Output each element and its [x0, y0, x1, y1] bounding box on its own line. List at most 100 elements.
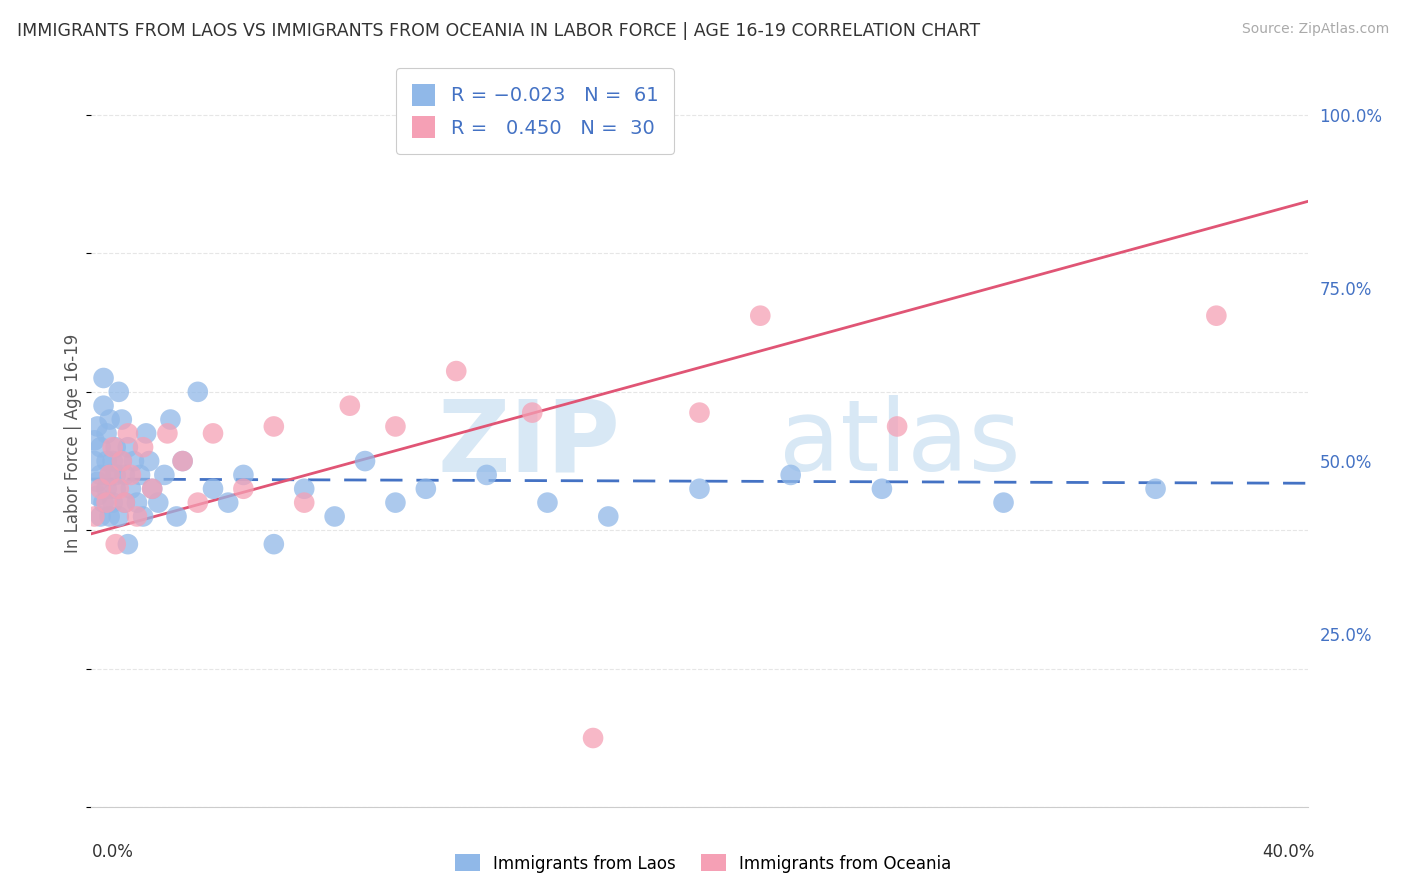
- Point: [582, 731, 605, 745]
- Text: atlas: atlas: [779, 395, 1021, 492]
- Point: [117, 537, 139, 551]
- Point: [89, 467, 111, 482]
- Point: [86, 419, 108, 434]
- Text: Source: ZipAtlas.com: Source: ZipAtlas.com: [1241, 22, 1389, 37]
- Point: [536, 495, 558, 509]
- Point: [111, 454, 134, 468]
- Point: [122, 454, 145, 468]
- Point: [104, 537, 127, 551]
- Point: [114, 467, 136, 482]
- Point: [159, 412, 181, 426]
- Point: [83, 434, 105, 448]
- Point: [96, 454, 118, 468]
- Point: [125, 509, 148, 524]
- Point: [101, 440, 124, 454]
- Point: [292, 495, 315, 509]
- Point: [138, 454, 160, 468]
- Point: [98, 509, 121, 524]
- Point: [187, 495, 209, 509]
- Point: [93, 371, 115, 385]
- Text: IMMIGRANTS FROM LAOS VS IMMIGRANTS FROM OCEANIA IN LABOR FORCE | AGE 16-19 CORRE: IMMIGRANTS FROM LAOS VS IMMIGRANTS FROM …: [17, 22, 980, 40]
- Legend: Immigrants from Laos, Immigrants from Oceania: Immigrants from Laos, Immigrants from Oc…: [449, 847, 957, 880]
- Point: [120, 467, 142, 482]
- Point: [339, 399, 361, 413]
- Point: [83, 454, 105, 468]
- Point: [135, 426, 157, 441]
- Point: [153, 467, 176, 482]
- Point: [89, 509, 111, 524]
- Point: [1205, 309, 1227, 323]
- Point: [93, 495, 115, 509]
- Text: 0.0%: 0.0%: [91, 843, 134, 861]
- Y-axis label: In Labor Force | Age 16-19: In Labor Force | Age 16-19: [63, 334, 82, 553]
- Point: [688, 482, 710, 496]
- Point: [132, 509, 155, 524]
- Point: [101, 495, 124, 509]
- Point: [98, 467, 121, 482]
- Point: [292, 482, 315, 496]
- Point: [101, 454, 124, 468]
- Point: [93, 399, 115, 413]
- Point: [779, 467, 801, 482]
- Point: [104, 482, 127, 496]
- Point: [117, 426, 139, 441]
- Point: [96, 426, 118, 441]
- Point: [98, 412, 121, 426]
- Point: [384, 419, 406, 434]
- Point: [688, 406, 710, 420]
- Point: [114, 495, 136, 509]
- Point: [86, 489, 108, 503]
- Point: [120, 482, 142, 496]
- Point: [232, 482, 254, 496]
- Point: [104, 440, 127, 454]
- Point: [129, 467, 152, 482]
- Point: [132, 440, 155, 454]
- Point: [886, 419, 908, 434]
- Point: [141, 482, 163, 496]
- Point: [89, 440, 111, 454]
- Point: [415, 482, 437, 496]
- Point: [263, 419, 285, 434]
- Point: [598, 509, 620, 524]
- Point: [83, 509, 105, 524]
- Point: [156, 426, 179, 441]
- Point: [141, 482, 163, 496]
- Point: [166, 509, 188, 524]
- Point: [125, 495, 148, 509]
- Text: ZIP: ZIP: [437, 395, 620, 492]
- Point: [107, 482, 129, 496]
- Point: [111, 454, 134, 468]
- Point: [96, 495, 118, 509]
- Point: [444, 364, 467, 378]
- Point: [98, 467, 121, 482]
- Point: [263, 537, 285, 551]
- Point: [870, 482, 893, 496]
- Point: [117, 440, 139, 454]
- Point: [749, 309, 772, 323]
- Point: [172, 454, 194, 468]
- Point: [96, 482, 118, 496]
- Point: [522, 406, 544, 420]
- Point: [217, 495, 239, 509]
- Point: [475, 467, 498, 482]
- Point: [107, 384, 129, 399]
- Point: [187, 384, 209, 399]
- Point: [104, 467, 127, 482]
- Point: [354, 454, 377, 468]
- Point: [172, 454, 194, 468]
- Point: [107, 509, 129, 524]
- Point: [1144, 482, 1167, 496]
- Point: [114, 495, 136, 509]
- Point: [384, 495, 406, 509]
- Point: [202, 426, 225, 441]
- Point: [89, 482, 111, 496]
- Point: [202, 482, 225, 496]
- Legend: R = −0.023   N =  61, R =   0.450   N =  30: R = −0.023 N = 61, R = 0.450 N = 30: [396, 68, 673, 154]
- Point: [232, 467, 254, 482]
- Point: [993, 495, 1015, 509]
- Point: [148, 495, 170, 509]
- Point: [323, 509, 346, 524]
- Point: [111, 412, 134, 426]
- Point: [86, 475, 108, 489]
- Text: 40.0%: 40.0%: [1263, 843, 1315, 861]
